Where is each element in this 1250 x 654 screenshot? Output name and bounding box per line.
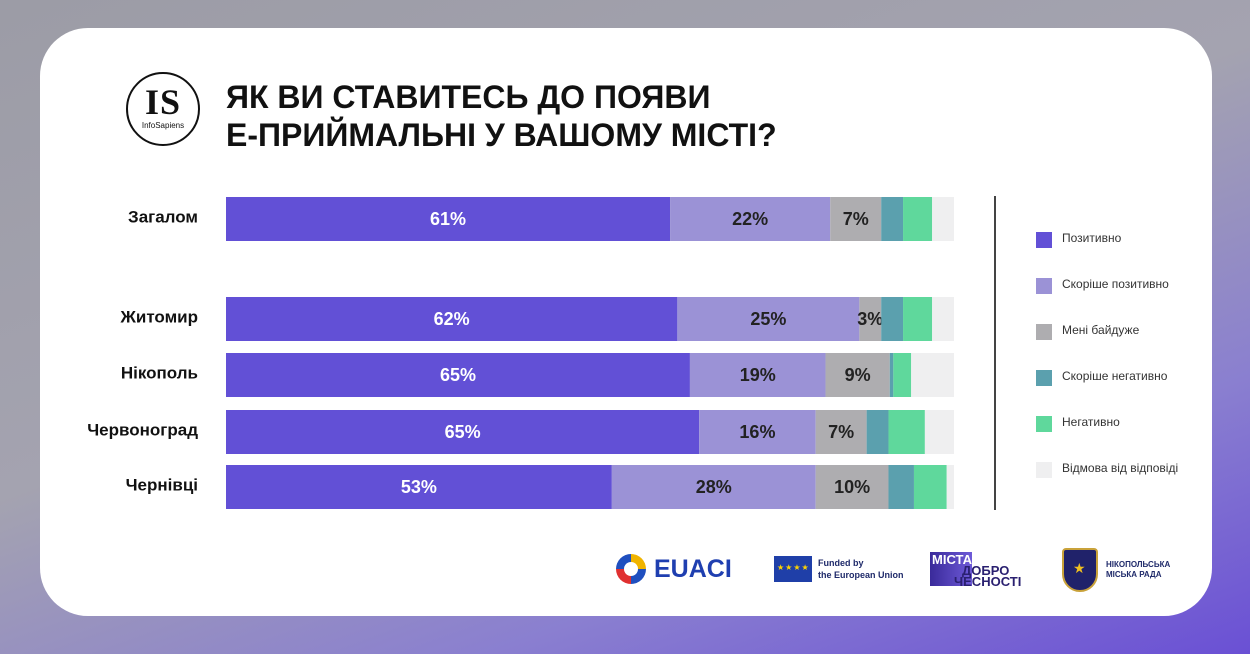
chart-title: ЯК ВИ СТАВИТЕСЬ ДО ПОЯВИ Е-ПРИЙМАЛЬНІ У … [226,78,846,154]
infosapiens-logo: IS InfoSapiens [126,72,200,146]
category-label: Житомир [120,308,199,327]
euaci-globe-icon [616,554,646,584]
bar-segment [932,297,954,341]
chart-title-line-1: ЯК ВИ СТАВИТЕСЬ ДО ПОЯВИ [226,79,711,115]
legend-label: Позитивно [1062,231,1122,245]
bar-segment [689,353,826,397]
legend-label: Негативно [1062,415,1120,429]
mista-dobrochesnosti-logo: МІСТА ДОБРО ЧЕСНОСТІ [930,552,1032,588]
data-label: 65% [445,422,481,442]
legend-label: Відмова від відповіді [1062,461,1179,475]
eu-funding-line-2: the European Union [818,570,904,580]
mista-line-3: ЧЕСНОСТІ [954,574,1022,589]
chart-legend: Позитивно Скоріше позитивно Мені байдуже Ск… [1036,226,1236,502]
city-council-line-1: НІКОПОЛЬСЬКА [1106,560,1171,569]
mista-logo-text: МІСТА ДОБРО ЧЕСНОСТІ [932,552,1022,589]
data-label: 28% [696,477,732,497]
eu-funding-line-1: Funded by [818,558,864,568]
city-council-line-2: МІСЬКА РАДА [1106,570,1162,579]
data-label: 19% [740,365,776,385]
legend-swatch [1036,462,1052,478]
legend-swatch [1036,232,1052,248]
bar-segment [889,353,894,397]
bar-segment [881,197,904,241]
mista-line-2: ДОБРО [962,563,1010,578]
chart-title-line-2: Е-ПРИЙМАЛЬНІ У ВАШОМУ МІСТІ? [226,117,777,153]
eu-funding-logo: Funded by the European Union [774,556,934,584]
bar-segment [859,297,882,341]
bar-segment [825,353,890,397]
euaci-logo-text: EUACI [654,555,732,583]
bar-segment [226,297,678,341]
legend-label: Скоріше позитивно [1062,277,1169,291]
legend-item: Скоріше негативно [1036,364,1236,410]
data-label: 62% [434,309,470,329]
data-label: 9% [845,365,871,385]
data-label: 61% [430,209,466,229]
mista-logo-band [930,552,972,586]
legend-label: Скоріше негативно [1062,369,1168,383]
bar-segment [226,465,612,509]
legend-swatch [1036,278,1052,294]
bar-segment [670,197,831,241]
eu-funding-text: Funded by the European Union [818,557,904,581]
bar-segment [893,353,912,397]
bar-segment [226,197,671,241]
category-label: Загалом [128,208,198,227]
data-label: 3% [857,309,883,329]
data-label: 22% [732,209,768,229]
data-label: 25% [750,309,786,329]
bar-segment [888,465,914,509]
bar-segment [830,197,882,241]
bar-segment [699,410,816,454]
bar-segment [946,465,954,509]
legend-label: Мені байдуже [1062,323,1140,337]
city-council-text: НІКОПОЛЬСЬКА МІСЬКА РАДА [1106,560,1170,580]
bar-segment [815,410,867,454]
bar-segment [226,353,690,397]
data-label: 7% [843,209,869,229]
bar-segment [866,410,889,454]
logo-mark: IS [144,82,182,122]
legend-swatch [1036,324,1052,340]
legend-separator [994,196,996,510]
category-label: Нікополь [121,364,198,383]
bar-segment [815,465,889,509]
partner-logos: EUACI Funded by the European Union МІСТА… [616,544,1176,600]
bar-segment [881,297,904,341]
legend-item: Скоріше позитивно [1036,272,1236,318]
data-label: 53% [401,477,437,497]
bar-segment [611,465,816,509]
bar-segment [677,297,860,341]
legend-item: Мені байдуже [1036,318,1236,364]
bar-segment [924,410,954,454]
data-label: 10% [834,477,870,497]
category-label: Чернівці [126,476,198,495]
nikopol-city-council-logo: НІКОПОЛЬСЬКА МІСЬКА РАДА [1062,544,1172,596]
legend-swatch [1036,370,1052,386]
bar-segment [932,197,954,241]
category-label: Червоноград [87,421,198,440]
data-label: 65% [440,365,476,385]
bar-segment [903,297,933,341]
mista-line-1: МІСТА [932,552,973,567]
bar-segment [903,197,933,241]
data-label: 16% [739,422,775,442]
eu-flag-icon [774,556,812,582]
bar-segment [911,353,954,397]
legend-item: Позитивно [1036,226,1236,272]
legend-item: Негативно [1036,410,1236,456]
legend-item: Відмова від відповіді [1036,456,1236,502]
bar-segment [913,465,947,509]
bar-segment [226,410,700,454]
nikopol-coat-of-arms-icon [1062,548,1098,592]
logo-subtitle: InfoSapiens [141,121,185,130]
bar-segment [888,410,925,454]
data-label: 7% [828,422,854,442]
legend-swatch [1036,416,1052,432]
